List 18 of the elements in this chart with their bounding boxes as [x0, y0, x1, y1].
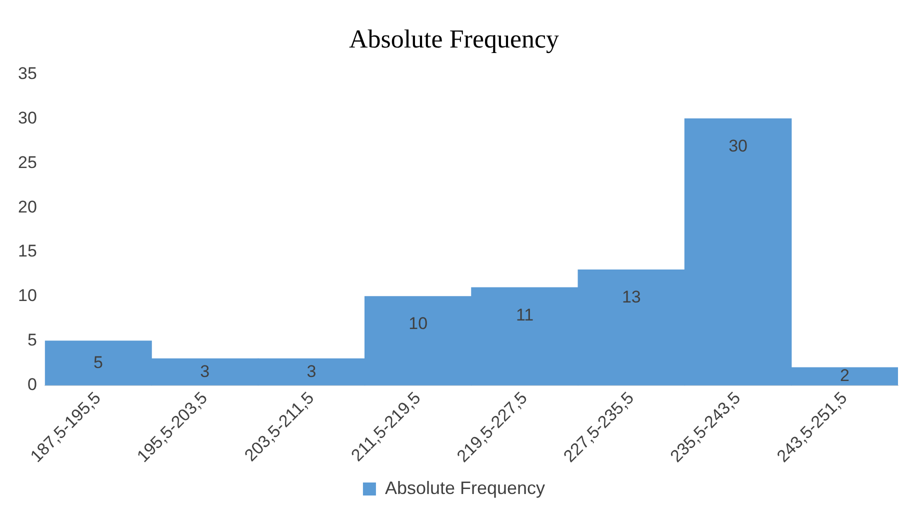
y-tick-label: 20: [18, 197, 37, 216]
chart-title: Absolute Frequency: [348, 24, 560, 54]
legend-label: Absolute Frequency: [384, 478, 546, 498]
y-tick-label: 10: [18, 286, 37, 306]
data-label: 2: [840, 366, 850, 386]
y-tick-label: 35: [18, 64, 37, 83]
data-label: 11: [516, 305, 534, 324]
data-label: 30: [728, 136, 748, 156]
y-tick-label: 25: [18, 152, 37, 172]
y-tick-label: 30: [18, 108, 37, 128]
data-label: 3: [306, 362, 316, 381]
y-tick-label: 5: [27, 330, 37, 350]
data-label: 10: [408, 314, 428, 334]
y-tick-label: 0: [27, 375, 37, 394]
data-label: 3: [200, 362, 210, 381]
y-tick-label: 15: [18, 242, 37, 261]
data-label: 13: [622, 288, 641, 307]
data-label: 5: [93, 352, 103, 372]
